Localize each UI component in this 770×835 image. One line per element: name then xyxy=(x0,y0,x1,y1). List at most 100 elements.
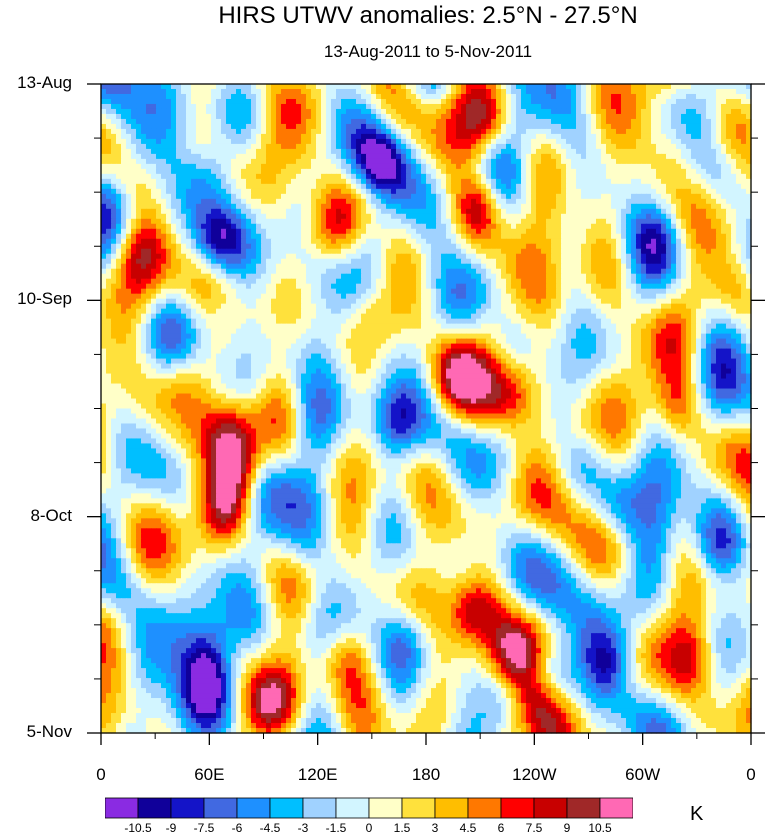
heatmap-cell-2656 xyxy=(381,183,387,190)
heatmap-cell-2870 xyxy=(151,193,157,200)
heatmap-cell-4141 xyxy=(656,238,662,245)
heatmap-cell-3130 xyxy=(151,203,157,210)
heatmap-cell-1843 xyxy=(216,153,222,160)
heatmap-cell-300 xyxy=(301,93,307,100)
heatmap-cell-1452 xyxy=(211,138,217,145)
heatmap-cell-4031 xyxy=(106,238,112,245)
heatmap-cell-3288 xyxy=(291,208,297,215)
heatmap-cell-593 xyxy=(466,103,472,110)
heatmap-cell-984 xyxy=(471,118,477,125)
heatmap-cell-3644 xyxy=(121,223,127,230)
heatmap-cell-4333 xyxy=(316,248,322,255)
heatmap-cell-161 xyxy=(256,88,262,95)
heatmap-cell-1533 xyxy=(616,138,622,145)
heatmap-cell-1585 xyxy=(226,143,232,150)
heatmap-cell-2661 xyxy=(406,183,412,190)
heatmap-cell-401 xyxy=(156,98,162,105)
heatmap-cell-1379 xyxy=(496,133,502,140)
heatmap-cell-2277 xyxy=(436,168,442,175)
heatmap-cell-3024 xyxy=(271,198,277,205)
heatmap-cell-2153 xyxy=(466,163,472,170)
heatmap-cells xyxy=(101,84,752,734)
heatmap-cell-3287 xyxy=(286,208,292,215)
heatmap-cell-943 xyxy=(266,118,272,125)
heatmap-cell-2792 xyxy=(411,188,417,195)
heatmap-cell-1614 xyxy=(371,143,377,150)
heatmap-cell-1157 xyxy=(686,123,692,130)
heatmap-cell-3685 xyxy=(326,223,332,230)
heatmap-cell-1889 xyxy=(446,153,452,160)
heatmap-cell-258 xyxy=(741,88,747,95)
heatmap-cell-1691 xyxy=(106,148,112,155)
heatmap-cell-4069 xyxy=(296,238,302,245)
heatmap-cell-1759 xyxy=(446,148,452,155)
heatmap-cell-4049 xyxy=(196,238,202,245)
heatmap-cell-3184 xyxy=(421,203,427,210)
heatmap-cell-3097 xyxy=(636,198,642,205)
heatmap-cell-3313 xyxy=(416,208,422,215)
heatmap-cell-3765 xyxy=(726,223,732,230)
heatmap-cell-1276 xyxy=(631,128,637,135)
heatmap-cell-2780 xyxy=(351,188,357,195)
heatmap-cell-4354 xyxy=(421,248,427,255)
heatmap-cell-2466 xyxy=(731,173,737,180)
heatmap-cell-65 xyxy=(426,84,432,90)
heatmap-cell-4122 xyxy=(561,238,567,245)
heatmap-cell-3884 xyxy=(671,228,677,235)
heatmap-cell-1001 xyxy=(556,118,562,125)
heatmap-cell-1030 xyxy=(701,118,707,125)
heatmap-cell-2038 xyxy=(541,158,547,165)
heatmap-cell-3420 xyxy=(301,213,307,220)
heatmap-cell-2566 xyxy=(581,178,587,185)
heatmap-cell-3389 xyxy=(146,213,152,220)
heatmap-cell-232 xyxy=(611,88,617,95)
heatmap-cell-1530 xyxy=(601,138,607,145)
heatmap-cell-30 xyxy=(251,84,257,90)
heatmap-cell-3181 xyxy=(406,203,412,210)
heatmap-cell-2050 xyxy=(601,158,607,165)
heatmap-cell-4584 xyxy=(271,258,277,265)
heatmap-cell-260 xyxy=(101,93,107,100)
heatmap-cell-3317 xyxy=(436,208,442,215)
heatmap-cell-3051 xyxy=(406,198,412,205)
heatmap-cell-4881 xyxy=(456,268,462,275)
heatmap-cell-1526 xyxy=(581,138,587,145)
heatmap-cell-537 xyxy=(186,103,192,110)
heatmap-cell-4154 xyxy=(721,238,727,245)
heatmap-cell-4102 xyxy=(461,238,467,245)
heatmap-cell-2321 xyxy=(656,168,662,175)
heatmap-cell-958 xyxy=(341,118,347,125)
heatmap-cell-4644 xyxy=(571,258,577,265)
heatmap-cell-2441 xyxy=(606,173,612,180)
heatmap-cell-1074 xyxy=(271,123,277,130)
heatmap-cell-3521 xyxy=(156,218,162,225)
heatmap-cell-3865 xyxy=(576,228,582,235)
heatmap-cell-2791 xyxy=(406,188,412,195)
heatmap-cell-2465 xyxy=(726,173,732,180)
heatmap-cell-47 xyxy=(336,84,342,90)
heatmap-cell-3682 xyxy=(311,223,317,230)
heatmap-cell-2044 xyxy=(571,158,577,165)
heatmap-cell-4498 xyxy=(491,253,497,260)
heatmap-cell-1826 xyxy=(131,153,137,160)
heatmap-cell-4140 xyxy=(651,238,657,245)
heatmap-cell-2052 xyxy=(611,158,617,165)
heatmap-cell-4939 xyxy=(746,268,752,275)
heatmap-cell-178 xyxy=(341,88,347,95)
heatmap-cell-3912 xyxy=(161,233,167,240)
heatmap-cell-3263 xyxy=(166,208,172,215)
heatmap-cell-3441 xyxy=(406,213,412,220)
heatmap-cell-3926 xyxy=(231,233,237,240)
heatmap-cell-4807 xyxy=(736,263,742,270)
heatmap-cell-2071 xyxy=(706,158,712,165)
heatmap-cell-1426 xyxy=(731,133,737,140)
heatmap-cell-1579 xyxy=(196,143,202,150)
heatmap-cell-140 xyxy=(151,88,157,95)
heatmap-cell-3990 xyxy=(551,233,557,240)
heatmap-cell-2864 xyxy=(121,193,127,200)
heatmap-cell-3625 xyxy=(676,218,682,225)
heatmap-cell-4363 xyxy=(466,248,472,255)
heatmap-cell-643 xyxy=(716,103,722,110)
heatmap-cell-2472 xyxy=(111,178,117,185)
heatmap-cell-4519 xyxy=(596,253,602,260)
